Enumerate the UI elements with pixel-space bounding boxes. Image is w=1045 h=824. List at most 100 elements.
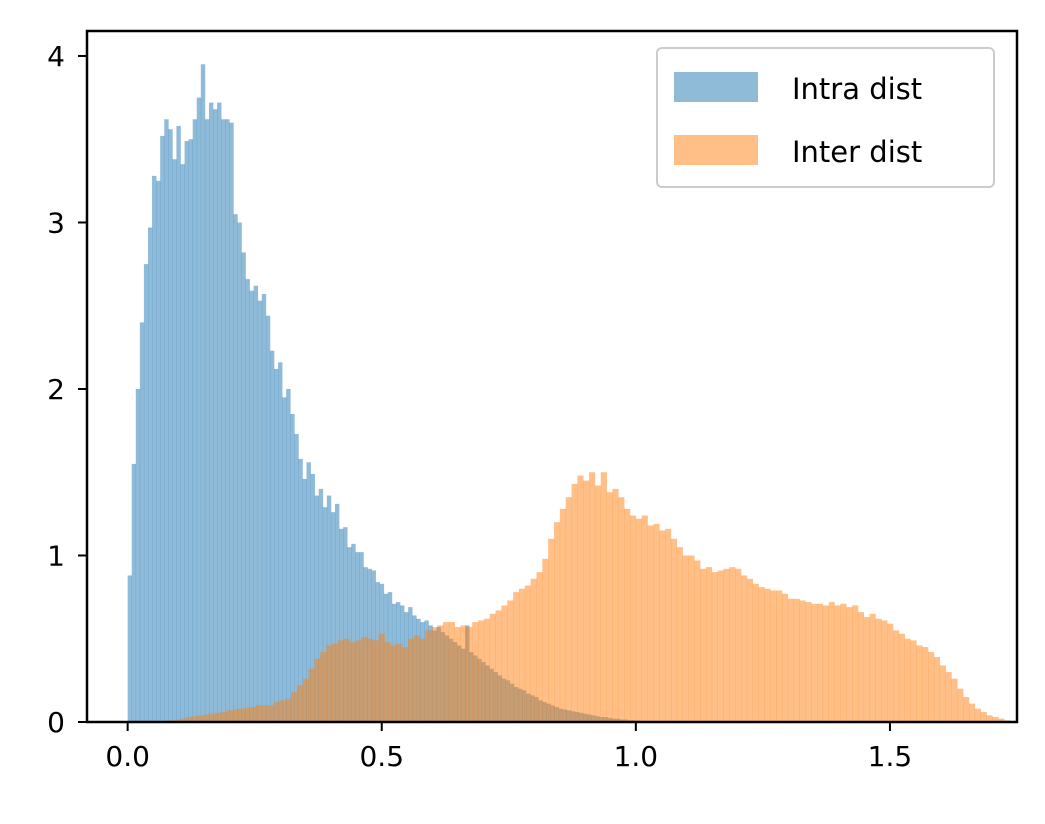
histogram-bar — [200, 64, 206, 723]
histogram-bar — [922, 647, 929, 722]
histogram-bar — [308, 668, 315, 722]
histogram-bar — [164, 119, 169, 722]
histogram-bar — [139, 322, 145, 722]
histogram-bar — [863, 617, 870, 722]
histogram-bar — [143, 264, 149, 722]
histogram-bar — [518, 588, 526, 722]
histogram-bar — [351, 543, 356, 722]
histogram-bar — [135, 388, 141, 722]
histogram-bar — [928, 652, 935, 722]
histogram-bar — [152, 175, 157, 723]
histogram-bar — [238, 708, 245, 722]
histogram-bar — [799, 600, 806, 722]
histogram-bar — [302, 478, 307, 722]
histogram-bar — [478, 620, 485, 722]
histogram-bar — [267, 705, 274, 722]
legend-swatch — [674, 72, 758, 102]
histogram-bar — [758, 587, 765, 722]
y-tick-label: 0 — [47, 706, 65, 739]
x-tick-label: 1.0 — [614, 740, 659, 773]
histogram-bar — [232, 709, 239, 722]
histogram-bar — [226, 710, 233, 722]
histogram-bar — [442, 622, 450, 722]
histogram-bar — [898, 633, 905, 722]
histogram-bar — [746, 578, 754, 722]
histogram-bar — [203, 714, 210, 722]
histogram-bar — [384, 642, 391, 722]
histogram-bar — [857, 612, 865, 722]
histogram-bar — [945, 672, 952, 722]
histogram-bar — [612, 488, 619, 722]
histogram-bar — [694, 560, 701, 722]
histogram-bar — [196, 97, 202, 723]
histogram-bar — [454, 627, 461, 722]
histogram-bar — [717, 570, 724, 722]
histogram-bar — [647, 525, 654, 722]
x-tick-label: 1.5 — [868, 740, 913, 773]
histogram-bar — [951, 678, 958, 722]
y-tick-label: 1 — [47, 539, 65, 572]
histogram-bar — [869, 613, 876, 722]
histogram-bar — [968, 703, 976, 722]
ticks-layer: 0.0 0.5 1.0 1.5 0 1 2 3 4 — [47, 40, 912, 773]
histogram-bar — [589, 472, 596, 722]
histogram-bar — [635, 518, 642, 722]
histogram-bar — [390, 645, 397, 722]
histogram-bar — [665, 528, 672, 722]
histogram-bar — [910, 640, 917, 722]
histogram-bar — [653, 523, 660, 722]
histogram-bar — [298, 458, 303, 722]
histogram-bar — [294, 433, 299, 722]
histogram-bar — [483, 618, 491, 722]
histogram-bar — [339, 528, 344, 722]
histogram-bar — [355, 640, 362, 722]
histogram-bar — [261, 294, 267, 722]
histogram-bar — [184, 140, 189, 722]
histogram-bar — [261, 705, 268, 722]
histogram-bar — [501, 605, 508, 722]
histogram-bar — [752, 583, 759, 722]
histogram-bar — [805, 602, 812, 722]
histogram-bar — [776, 590, 783, 722]
histogram-bar — [933, 657, 941, 722]
histogram-bar — [314, 658, 321, 722]
histogram-bar — [257, 300, 263, 722]
histogram-bar — [559, 508, 567, 722]
histogram-bar — [274, 369, 279, 722]
histogram-bar — [811, 603, 818, 722]
histogram-bar — [320, 652, 327, 722]
histogram-bar — [425, 630, 432, 722]
histogram-bar — [396, 643, 403, 722]
histogram-bar — [705, 567, 713, 722]
histogram-bar — [180, 718, 187, 722]
histogram-bar — [372, 640, 379, 722]
histogram-bar — [245, 279, 250, 722]
histogram-bar — [641, 515, 648, 722]
histogram-bar — [237, 222, 242, 723]
histogram-bar — [209, 713, 216, 722]
histogram-bar — [208, 102, 214, 723]
histogram-bar — [770, 590, 777, 722]
histogram-bar — [221, 119, 226, 722]
histogram-bar — [554, 522, 561, 722]
histogram-bar — [548, 538, 555, 722]
histogram-bar — [337, 640, 344, 722]
histogram-bar — [220, 712, 228, 722]
legend-swatch — [674, 135, 758, 165]
histogram-bar — [437, 625, 444, 722]
histogram-bar — [213, 109, 218, 722]
histogram-bar — [787, 598, 794, 722]
histogram-bar — [472, 622, 479, 722]
histogram-bar — [822, 605, 830, 722]
histogram-bar — [992, 717, 999, 722]
histogram-bar — [310, 473, 315, 722]
histogram-bar — [278, 362, 283, 722]
histogram-bar — [542, 558, 549, 722]
histogram-bar — [215, 712, 222, 722]
histogram-bar — [565, 497, 572, 722]
histogram-bar — [204, 119, 210, 722]
histogram-bar — [700, 568, 707, 722]
histogram-bar — [460, 625, 467, 722]
histogram-bar — [269, 350, 275, 722]
